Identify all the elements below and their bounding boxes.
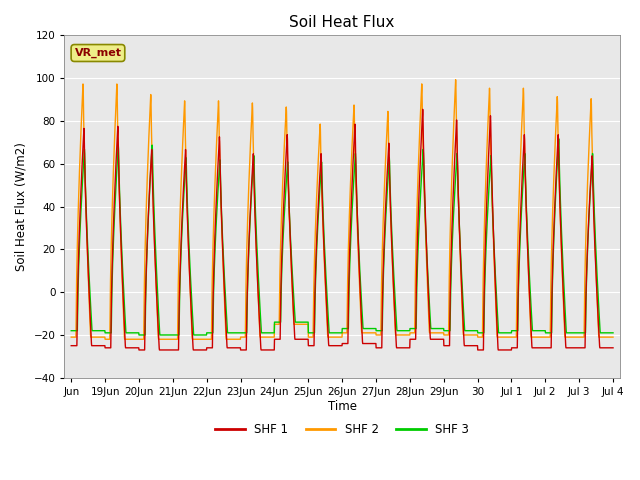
X-axis label: Time: Time	[328, 399, 356, 413]
Text: VR_met: VR_met	[74, 48, 122, 58]
Y-axis label: Soil Heat Flux (W/m2): Soil Heat Flux (W/m2)	[15, 142, 28, 271]
Legend: SHF 1, SHF 2, SHF 3: SHF 1, SHF 2, SHF 3	[211, 418, 474, 440]
Title: Soil Heat Flux: Soil Heat Flux	[289, 15, 395, 30]
